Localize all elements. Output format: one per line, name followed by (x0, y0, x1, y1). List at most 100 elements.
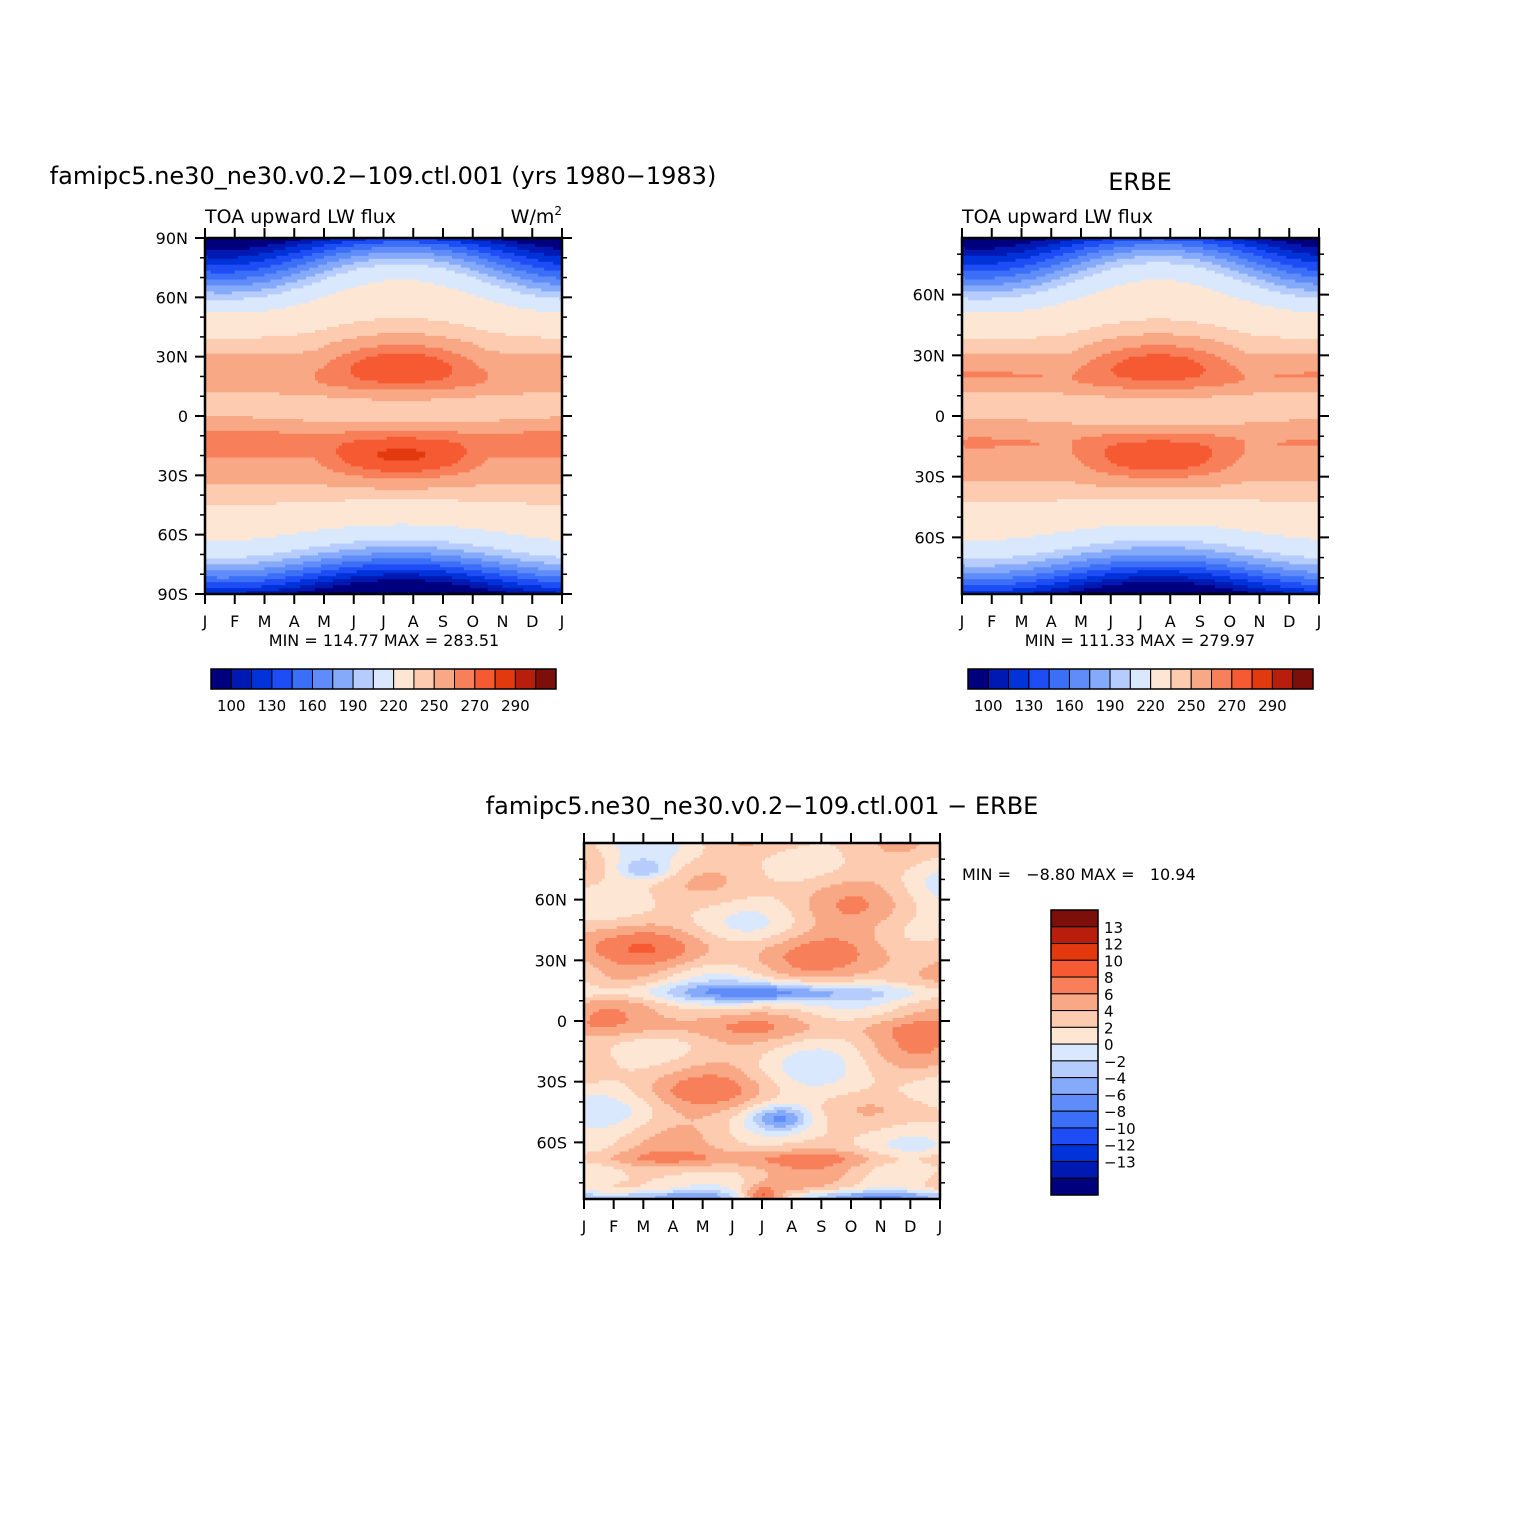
contour-cell (326, 395, 477, 399)
contour-cell (907, 1121, 941, 1126)
x-tick-label: M (1074, 612, 1088, 631)
colorbar-box (210, 668, 232, 690)
contour-cell (779, 1163, 834, 1167)
contour-cell (1036, 276, 1061, 281)
contour-cell (1134, 243, 1183, 248)
contour-cell (922, 967, 941, 972)
contour-cell (1128, 356, 1189, 361)
contour-cell (851, 961, 888, 966)
contour-cell (505, 332, 563, 337)
contour-cell (535, 309, 563, 313)
contour-cell (1009, 570, 1055, 574)
contour-cell (729, 1187, 742, 1191)
contour-cell (584, 1098, 618, 1102)
contour-cell (705, 845, 799, 850)
contour-cell (708, 943, 775, 948)
y-tick-label: 60N (913, 286, 945, 305)
contour-cell (490, 240, 518, 245)
colorbar-box (1050, 1060, 1099, 1079)
contour-cell (839, 1154, 864, 1159)
contour-cell (332, 579, 379, 583)
contour-cell (1220, 356, 1320, 361)
contour-cell (690, 1065, 736, 1070)
contour-cell (1208, 445, 1246, 450)
contour-cell (532, 264, 563, 269)
contour-cell (205, 255, 209, 260)
contour-cell (702, 1136, 736, 1141)
contour-cell (258, 561, 304, 565)
contour-cell (678, 845, 707, 850)
contour-cell (457, 472, 563, 476)
contour-cell (216, 576, 230, 580)
contour-cell (484, 380, 563, 384)
contour-cell (693, 875, 727, 880)
contour-cell (964, 276, 996, 281)
colorbar-label: −2 (1104, 1053, 1126, 1071)
contour-cell (684, 946, 710, 951)
contour-cell (1072, 264, 1097, 269)
contour-cell (584, 1148, 603, 1153)
contour-cell (821, 1047, 858, 1052)
contour-cell (904, 869, 938, 874)
contour-cell (1012, 371, 1076, 376)
contour-cell (907, 1003, 941, 1007)
contour-cell (889, 893, 911, 897)
contour-cell (1048, 288, 1106, 292)
contour-cell (735, 1095, 757, 1099)
contour-cell (1200, 362, 1231, 367)
contour-cell (675, 1000, 716, 1004)
contour-cell (344, 499, 459, 503)
contour-cell (451, 582, 489, 586)
contour-cell (1235, 365, 1320, 370)
contour-cell (853, 943, 882, 948)
contour-cell (845, 1172, 870, 1176)
contour-cell (1244, 243, 1270, 248)
contour-cell (962, 445, 966, 450)
contour-cell (487, 273, 513, 278)
contour-cell (883, 994, 911, 998)
contour-cell (922, 976, 941, 981)
contour-cell (859, 1133, 941, 1138)
contour-cell (842, 854, 941, 859)
contour-cell (365, 546, 438, 551)
contour-cell (356, 285, 447, 290)
colorbar-label: 0 (1104, 1036, 1114, 1054)
contour-cell (1054, 570, 1088, 574)
contour-cell (368, 282, 435, 287)
contour-cell (779, 1154, 840, 1159)
contour-cell (595, 943, 633, 948)
colorbar-box (1170, 668, 1192, 690)
contour-cell (729, 1077, 751, 1081)
contour-cell (928, 1065, 941, 1070)
contour-cell (1292, 264, 1320, 269)
contour-cell (1078, 457, 1109, 462)
contour-cell (1086, 362, 1118, 367)
contour-cell (205, 484, 328, 488)
colorbar-box (1231, 668, 1253, 690)
contour-cell (670, 875, 695, 880)
contour-cell (1238, 297, 1320, 301)
contour-cell (962, 279, 1023, 284)
contour-cell (759, 911, 793, 915)
contour-cell (853, 1139, 891, 1144)
contour-cell (584, 911, 644, 915)
contour-cell (300, 238, 331, 242)
contour-cell (851, 1041, 876, 1046)
contour-cell (791, 964, 846, 969)
contour-cell (962, 395, 1106, 399)
contour-cell (1095, 356, 1130, 361)
contour-cell (877, 1047, 903, 1052)
contour-cell (652, 893, 814, 897)
contour-cell (478, 270, 504, 275)
contour-cell (469, 267, 495, 272)
contour-cell (652, 1089, 671, 1093)
contour-cell (205, 383, 328, 387)
contour-cell (359, 347, 444, 352)
contour-cell (794, 920, 816, 924)
contour-cell (425, 579, 471, 583)
contour-cell (1104, 573, 1213, 577)
contour-cell (782, 1068, 846, 1073)
y-tick-label: 30N (156, 348, 188, 367)
contour-cell (865, 1006, 900, 1010)
colorbar-box (987, 668, 1010, 690)
